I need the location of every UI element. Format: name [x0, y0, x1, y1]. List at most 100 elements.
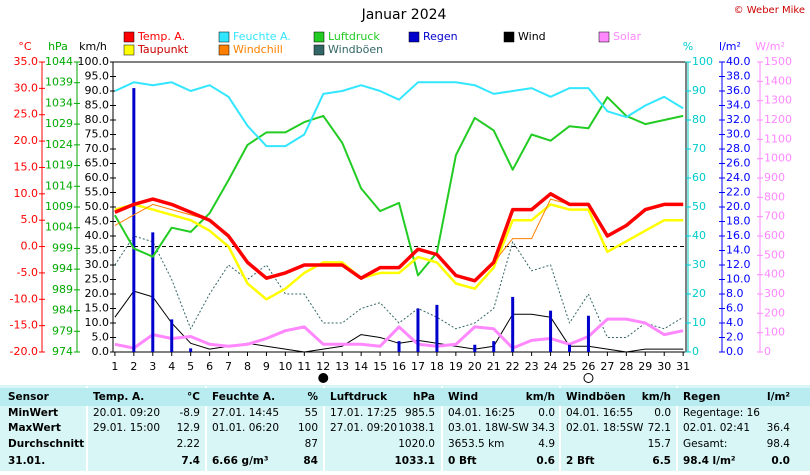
tick-label: 1000 [764, 152, 792, 165]
tick-label: 1029 [45, 117, 73, 130]
table-cell: 04.01. 16:25 [448, 407, 515, 419]
x-tick-label: 28 [619, 360, 633, 373]
tick-label: 0 [692, 345, 699, 358]
tick-label: 0.0 [92, 345, 110, 358]
axis-unit: km/h [79, 40, 107, 53]
table-cell: 02.01. 02:41 [683, 422, 750, 434]
table-cell: 55 [305, 407, 318, 419]
tick-label: 38.0 [726, 70, 751, 83]
tick-label: -5.0 [17, 266, 38, 279]
table-header-bg [0, 388, 810, 406]
tick-label: 999 [52, 241, 73, 254]
x-tick-label: 25 [563, 360, 577, 373]
tick-label: 28.0 [726, 142, 751, 155]
tick-label: 400 [764, 268, 785, 281]
rain-bar [170, 319, 174, 352]
tick-label: 20.0 [14, 134, 39, 147]
table-cell: 6.66 g/m³ [212, 455, 269, 467]
table-cell: 15.7 [648, 438, 671, 450]
x-tick-label: 4 [168, 360, 175, 373]
tick-label: -10.0 [10, 292, 38, 305]
tick-label: 32.0 [726, 113, 751, 126]
tick-label: 600 [764, 229, 785, 242]
x-tick-label: 8 [244, 360, 251, 373]
rain-bar [435, 304, 439, 352]
x-tick-label: 22 [506, 360, 520, 373]
table-cell: Regentage: 16 [683, 407, 760, 419]
table-cell: 985.5 [405, 407, 435, 419]
table-cell: 01.01. 06:20 [212, 422, 279, 434]
rain-bar [586, 315, 590, 352]
tick-label: 26.0 [726, 157, 751, 170]
axis-unit: l/m² [719, 40, 741, 53]
rain-bar [397, 341, 401, 352]
tick-label: 50 [692, 200, 706, 213]
table-cell: 36.4 [767, 422, 791, 434]
tick-label: 30.0 [14, 81, 39, 94]
tick-label: 12.0 [726, 258, 751, 271]
x-tick-label: 6 [206, 360, 213, 373]
tick-label: 25.0 [14, 108, 39, 121]
tick-label: 8.0 [726, 287, 744, 300]
rain-bar [189, 348, 193, 352]
table-cell: 0.0 [538, 407, 555, 419]
tick-label: 35.0 [85, 244, 110, 257]
tick-label: 800 [764, 190, 785, 203]
rain-bar [568, 344, 572, 352]
chart-title: Januar 2024 [361, 7, 447, 23]
tick-label: 989 [52, 283, 73, 296]
table-cell: MaxWert [8, 422, 61, 434]
table-cell: 4.9 [538, 438, 555, 450]
x-tick-label: 15 [373, 360, 387, 373]
x-tick-label: 19 [449, 360, 463, 373]
x-tick-label: 17 [411, 360, 425, 373]
tick-label: 5.0 [92, 331, 110, 344]
rain-bar [511, 296, 515, 352]
table-cell: 1020.0 [398, 438, 435, 450]
tick-label: 10.0 [726, 273, 751, 286]
table-cell: 0.6 [536, 455, 555, 467]
tick-label: 984 [52, 304, 73, 317]
tick-label: 1300 [764, 94, 792, 107]
tick-label: 60.0 [85, 171, 110, 184]
tick-label: 55.0 [85, 186, 110, 199]
tick-label: 50.0 [85, 200, 110, 213]
tick-label: 1039 [45, 76, 73, 89]
table-cell: 12.9 [177, 422, 200, 434]
tick-label: 30.0 [726, 128, 751, 141]
series-line [114, 81, 684, 148]
tick-label: 15.0 [14, 160, 39, 173]
tick-label: -20.0 [10, 345, 38, 358]
x-tick-label: 5 [187, 360, 194, 373]
tick-label: 100 [692, 55, 713, 68]
table-cell: 72.1 [648, 422, 671, 434]
legend-label: Windchill [233, 43, 283, 56]
tick-label: 2.0 [726, 331, 744, 344]
x-tick-label: 16 [392, 360, 406, 373]
x-tick-label: 10 [278, 360, 292, 373]
x-tick-label: 29 [638, 360, 652, 373]
x-tick-label: 20 [468, 360, 482, 373]
tick-label: 10 [692, 316, 706, 329]
series-line [114, 96, 684, 277]
table-cell: Temp. A. [93, 391, 144, 403]
table-cell: 27.01. 09:20 [330, 422, 397, 434]
legend-label: Taupunkt [137, 43, 189, 56]
table-cell: % [307, 391, 318, 403]
axis-unit: % [683, 40, 693, 53]
tick-label: 75.0 [85, 128, 110, 141]
series-line [114, 235, 684, 338]
legend-label: Regen [423, 30, 458, 43]
moon-icon [318, 373, 329, 383]
tick-label: 70 [692, 142, 706, 155]
axis-unit: °C [18, 40, 32, 53]
tick-label: 24.0 [726, 171, 751, 184]
table-cell: °C [187, 391, 200, 403]
tick-label: 40 [692, 229, 706, 242]
moon-icon [583, 373, 594, 383]
x-tick-label: 7 [225, 360, 232, 373]
table-cell: Regen [683, 391, 720, 403]
table-cell: Durchschnitt [8, 438, 84, 450]
tick-label: 700 [764, 210, 785, 223]
tick-label: 40.0 [85, 229, 110, 242]
